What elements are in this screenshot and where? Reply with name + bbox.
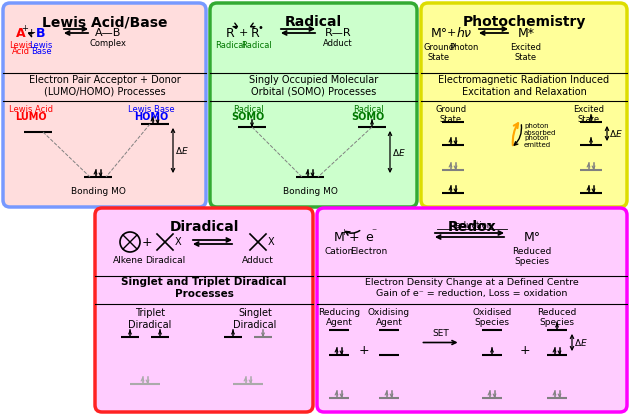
Text: Lewis Base: Lewis Base — [128, 105, 175, 114]
Text: Reduced
Species: Reduced Species — [537, 308, 576, 327]
Text: Adduct: Adduct — [242, 256, 274, 265]
Text: Photon: Photon — [449, 43, 479, 52]
Text: +: + — [358, 344, 369, 357]
Text: Bonding MO: Bonding MO — [283, 187, 338, 196]
FancyBboxPatch shape — [95, 208, 313, 412]
Text: Lewis: Lewis — [30, 41, 53, 50]
Text: Ground
State: Ground State — [423, 43, 455, 63]
Text: LUMO: LUMO — [15, 112, 47, 122]
Text: Acid: Acid — [12, 47, 30, 56]
Text: Singlet
Diradical: Singlet Diradical — [233, 308, 277, 329]
Text: R—R: R—R — [324, 28, 352, 38]
Text: Electron Density Change at a Defined Centre
Gain of e⁻ = reduction, Loss = oxida: Electron Density Change at a Defined Cen… — [365, 278, 579, 298]
Text: +: + — [26, 28, 36, 38]
Text: +: + — [348, 231, 359, 244]
Text: Excited
State: Excited State — [573, 105, 605, 124]
Text: Reducing
Agent: Reducing Agent — [318, 308, 360, 327]
Text: M°: M° — [524, 231, 541, 244]
Text: X: X — [175, 237, 181, 247]
Text: Adduct: Adduct — [323, 38, 353, 48]
Text: Reduced
Species: Reduced Species — [512, 247, 552, 266]
Text: Base: Base — [31, 47, 51, 56]
Text: $h\nu$: $h\nu$ — [455, 26, 472, 40]
Text: M°: M° — [430, 27, 447, 40]
Text: Oxidised
Species: Oxidised Species — [472, 308, 512, 327]
Text: Lewis: Lewis — [9, 41, 33, 50]
Text: R: R — [251, 27, 260, 40]
Text: ⁻: ⁻ — [372, 227, 377, 237]
Text: A: A — [16, 27, 26, 40]
Text: +: + — [238, 28, 248, 38]
FancyBboxPatch shape — [210, 3, 417, 207]
Text: Radical: Radical — [285, 15, 342, 29]
Text: +: + — [341, 228, 347, 236]
Text: HOMO: HOMO — [134, 112, 168, 122]
Text: •: • — [257, 23, 263, 33]
Text: B: B — [37, 27, 46, 40]
Text: Triplet
Diradical: Triplet Diradical — [129, 308, 172, 329]
Text: A—B: A—B — [94, 28, 121, 38]
Text: e: e — [365, 231, 373, 244]
Text: SOMO: SOMO — [352, 112, 385, 122]
FancyArrowPatch shape — [251, 23, 255, 28]
Text: Diradical: Diradical — [169, 220, 239, 234]
Text: Bonding MO: Bonding MO — [71, 187, 125, 196]
Text: M: M — [334, 231, 345, 244]
Text: $\Delta E$: $\Delta E$ — [574, 337, 588, 348]
Text: Lewis Acid/Base: Lewis Acid/Base — [42, 15, 167, 29]
Text: reduction: reduction — [452, 221, 492, 229]
Text: Photochemistry: Photochemistry — [462, 15, 586, 29]
Text: M*: M* — [517, 27, 534, 40]
Text: +: + — [142, 236, 152, 249]
Text: $\Delta E$: $\Delta E$ — [392, 146, 406, 158]
Text: SOMO: SOMO — [231, 112, 265, 122]
Text: Electron: Electron — [350, 247, 387, 256]
Text: +: + — [446, 28, 455, 38]
Text: +: + — [519, 344, 530, 357]
Text: Radical: Radical — [232, 105, 263, 114]
Text: photon
absorbed: photon absorbed — [524, 123, 556, 136]
Text: photon
emitted: photon emitted — [524, 135, 551, 148]
Text: •: • — [232, 23, 238, 33]
Text: Electromagnetic Radiation Induced
Excitation and Relaxation: Electromagnetic Radiation Induced Excita… — [438, 75, 610, 97]
Text: R: R — [226, 27, 234, 40]
Text: SET: SET — [432, 329, 449, 337]
FancyArrowPatch shape — [233, 23, 238, 28]
Text: Singlet and Triplet Diradical
Processes: Singlet and Triplet Diradical Processes — [122, 277, 287, 299]
Text: Excited
State: Excited State — [510, 43, 542, 63]
FancyBboxPatch shape — [317, 208, 627, 412]
Text: Alkene: Alkene — [113, 256, 143, 265]
Text: Singly Occupied Molecular
Orbital (SOMO) Processes: Singly Occupied Molecular Orbital (SOMO)… — [249, 75, 378, 97]
Text: +: + — [21, 23, 28, 33]
Text: Redox: Redox — [448, 220, 496, 234]
FancyArrowPatch shape — [29, 33, 33, 37]
FancyBboxPatch shape — [421, 3, 627, 207]
Text: Lewis Acid: Lewis Acid — [9, 105, 53, 114]
FancyArrowPatch shape — [346, 231, 360, 235]
Text: Electron Pair Acceptor + Donor
(LUMO/HOMO) Processes: Electron Pair Acceptor + Donor (LUMO/HOM… — [28, 75, 180, 97]
Text: Radical: Radical — [241, 41, 272, 50]
FancyBboxPatch shape — [3, 3, 206, 207]
Text: Oxidising
Agent: Oxidising Agent — [368, 308, 410, 327]
Text: Ground
State: Ground State — [435, 105, 467, 124]
Text: X: X — [268, 237, 275, 247]
Text: Cation: Cation — [324, 247, 353, 256]
Text: Diradical: Diradical — [145, 256, 185, 265]
Text: $\Delta E$: $\Delta E$ — [175, 145, 189, 156]
Text: Radical: Radical — [353, 105, 384, 114]
Text: $\Delta E$: $\Delta E$ — [609, 128, 623, 139]
Text: Complex: Complex — [89, 38, 127, 48]
Text: Radical: Radical — [215, 41, 245, 50]
